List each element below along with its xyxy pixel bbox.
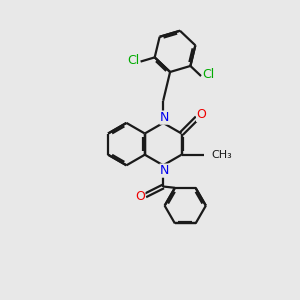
Text: O: O (135, 190, 145, 203)
Text: N: N (160, 111, 169, 124)
Text: Cl: Cl (127, 54, 140, 67)
Text: Cl: Cl (202, 68, 214, 81)
Text: N: N (160, 164, 169, 177)
Text: O: O (196, 109, 206, 122)
Text: CH₃: CH₃ (212, 150, 232, 160)
